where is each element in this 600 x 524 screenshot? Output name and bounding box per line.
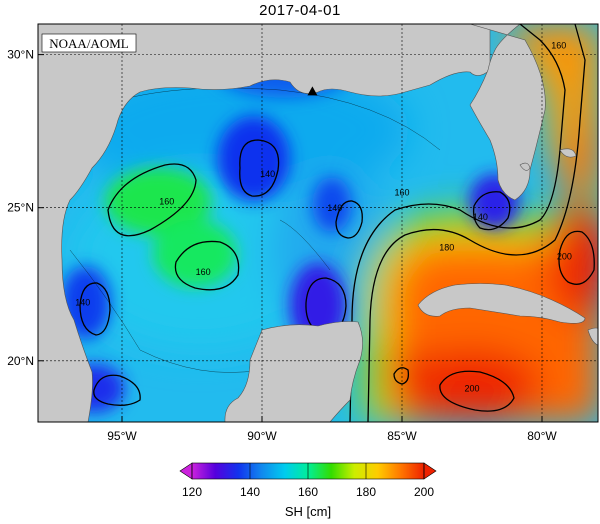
lon-tick-label: 80°W — [527, 429, 557, 443]
land-florida — [469, 24, 546, 201]
contour-label: 140 — [260, 169, 275, 179]
land-yucatan — [224, 321, 363, 422]
colorbar-right-arrow — [423, 462, 437, 480]
colorbar-tick-label: 120 — [182, 485, 202, 499]
contour-label: 140 — [473, 212, 488, 222]
eddy-1 — [105, 167, 212, 236]
contour-eddy — [472, 191, 511, 231]
eddy-5 — [312, 177, 352, 233]
lat-tick-label: 20°N — [7, 354, 34, 368]
land-island — [519, 162, 531, 171]
lon-tick-label: 85°W — [387, 429, 417, 443]
contour-label: 140 — [327, 203, 342, 213]
credit-box — [41, 33, 137, 53]
map-area: 160 140 160 140 160 140 160 180 200 140 200 — [38, 24, 598, 422]
contour-label: 140 — [75, 298, 90, 308]
land-mexico-us — [38, 24, 491, 422]
colorbar-tick-label: 140 — [240, 485, 260, 499]
lat-tick-label: 25°N — [7, 201, 34, 215]
contour-lines — [69, 24, 595, 422]
credit-text: NOAA/AOML — [49, 36, 129, 51]
colorbar-tick-label: 200 — [414, 485, 434, 499]
contour-label: 160 — [159, 197, 174, 207]
contour-eddy — [335, 200, 363, 239]
lon-tick-label: 95°W — [107, 429, 137, 443]
colorbar-tick-label: 180 — [356, 485, 376, 499]
contour-label: 200 — [464, 383, 479, 393]
map-frame — [37, 23, 599, 423]
colorbar: 120 140 160 180 200 SH [cm] — [179, 462, 437, 519]
eddy-0 — [217, 115, 290, 202]
contour-label: 160 — [394, 187, 409, 197]
contour-eddy — [93, 374, 141, 406]
contour-label: 160 — [551, 40, 566, 50]
land-island — [559, 148, 577, 158]
contour-eddy — [107, 163, 197, 237]
contour-label: 160 — [196, 267, 211, 277]
eddy-2 — [152, 219, 237, 288]
colorbar-label: SH [cm] — [285, 504, 331, 519]
contour-label: 200 — [557, 252, 572, 262]
contour-eddy — [79, 282, 111, 336]
colorbar-tick-label: 160 — [298, 485, 318, 499]
contour-eddy — [174, 240, 240, 291]
land — [38, 24, 598, 422]
lon-tick-label: 90°W — [247, 429, 277, 443]
triangle-marker-icon — [307, 86, 318, 96]
contour-200 — [558, 230, 595, 285]
contour-loop-160 — [349, 24, 566, 422]
contour-200 — [439, 370, 515, 412]
contour-labels: 160 140 160 140 160 140 160 180 200 140 200 — [75, 40, 572, 393]
land-island — [587, 327, 598, 346]
map-title: 2017-04-01 — [259, 2, 341, 19]
contour-label: 180 — [439, 243, 454, 253]
graticule — [38, 24, 598, 422]
contour-200 — [393, 367, 410, 385]
axis-labels: 95°W 90°W 85°W 80°W 30°N 25°N 20°N — [7, 48, 557, 443]
colorbar-left-arrow — [179, 462, 193, 480]
land-cuba — [417, 283, 586, 324]
lat-tick-label: 30°N — [7, 48, 34, 62]
contour-loop-180 — [367, 24, 586, 422]
contour-eddy — [239, 139, 280, 197]
